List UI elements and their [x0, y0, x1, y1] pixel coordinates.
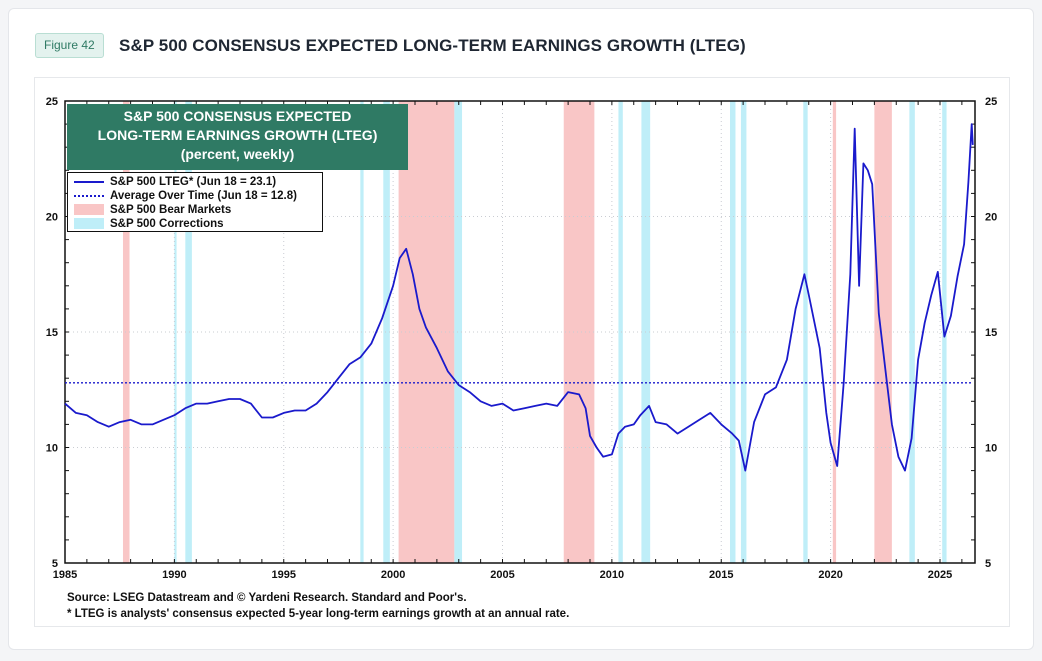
- x-tick-label: 2025: [928, 569, 952, 581]
- y-tick-label-right: 20: [985, 212, 997, 224]
- legend-item-corrections: S&P 500 Corrections: [74, 217, 224, 231]
- figure-label-badge: Figure 42: [35, 33, 104, 58]
- y-tick-label-right: 15: [985, 327, 997, 339]
- x-tick-label: 2005: [490, 569, 514, 581]
- x-tick-label: 1985: [53, 569, 77, 581]
- y-tick-label-left: 20: [46, 212, 58, 224]
- y-tick-label-right: 25: [985, 96, 997, 108]
- correction-band: [618, 101, 623, 563]
- x-tick-label: 1995: [272, 569, 296, 581]
- legend-item-average: Average Over Time (Jun 18 = 12.8): [74, 189, 297, 203]
- lteg-line-swatch: [74, 180, 104, 183]
- footnote: * LTEG is analysts' consensus expected 5…: [67, 608, 570, 620]
- correction-swatch: [74, 218, 104, 230]
- legend-label-average: Average Over Time (Jun 18 = 12.8): [110, 190, 297, 202]
- legend-label-bear: S&P 500 Bear Markets: [110, 204, 232, 216]
- x-tick-label: 1990: [162, 569, 186, 581]
- correction-band: [383, 101, 390, 563]
- chart-title-box: S&P 500 CONSENSUS EXPECTED LONG-TERM EAR…: [67, 104, 408, 170]
- plot-area-border: [64, 100, 976, 564]
- bear-market-band: [122, 101, 130, 563]
- x-tick-label: 2010: [600, 569, 624, 581]
- bear-market-swatch: [74, 204, 104, 216]
- correction-band: [454, 101, 463, 563]
- bear-market-band: [398, 101, 455, 563]
- y-tick-label-left: 25: [46, 96, 58, 108]
- y-tick-label-left: 5: [52, 558, 58, 570]
- y-tick-label-right: 10: [985, 443, 997, 455]
- chart-title-units: (percent, weekly): [180, 146, 295, 162]
- y-tick-label-left: 10: [46, 443, 58, 455]
- x-tick-label: 2020: [818, 569, 842, 581]
- correction-band: [909, 101, 915, 563]
- chart-title-line2: LONG-TERM EARNINGS GROWTH (LTEG): [97, 127, 378, 143]
- chart-notes: Source: LSEG Datastream and © Yardeni Re…: [67, 590, 569, 622]
- legend-item-bear: S&P 500 Bear Markets: [74, 203, 231, 217]
- average-line-swatch: [74, 194, 104, 197]
- correction-band: [740, 101, 747, 563]
- correction-band: [185, 101, 192, 563]
- bear-market-band: [874, 101, 892, 563]
- legend-label-corrections: S&P 500 Corrections: [110, 218, 224, 230]
- bear-market-band: [832, 101, 837, 563]
- chart-legend: S&P 500 LTEG* (Jun 18 = 23.1) Average Ov…: [67, 172, 323, 232]
- y-tick-label-left: 15: [46, 327, 58, 339]
- y-tick-label-right: 5: [985, 558, 991, 570]
- legend-item-lteg: S&P 500 LTEG* (Jun 18 = 23.1): [74, 175, 276, 189]
- chart-title-line1: S&P 500 CONSENSUS EXPECTED: [123, 108, 352, 124]
- lteg-series-line: [64, 123, 974, 472]
- source-note: Source: LSEG Datastream and © Yardeni Re…: [67, 592, 467, 604]
- figure-title: S&P 500 CONSENSUS EXPECTED LONG-TERM EAR…: [119, 36, 746, 55]
- x-tick-label: 2000: [381, 569, 405, 581]
- x-tick-label: 2015: [709, 569, 733, 581]
- correction-band: [174, 101, 177, 563]
- correction-band: [730, 101, 736, 563]
- legend-label-lteg: S&P 500 LTEG* (Jun 18 = 23.1): [110, 176, 277, 188]
